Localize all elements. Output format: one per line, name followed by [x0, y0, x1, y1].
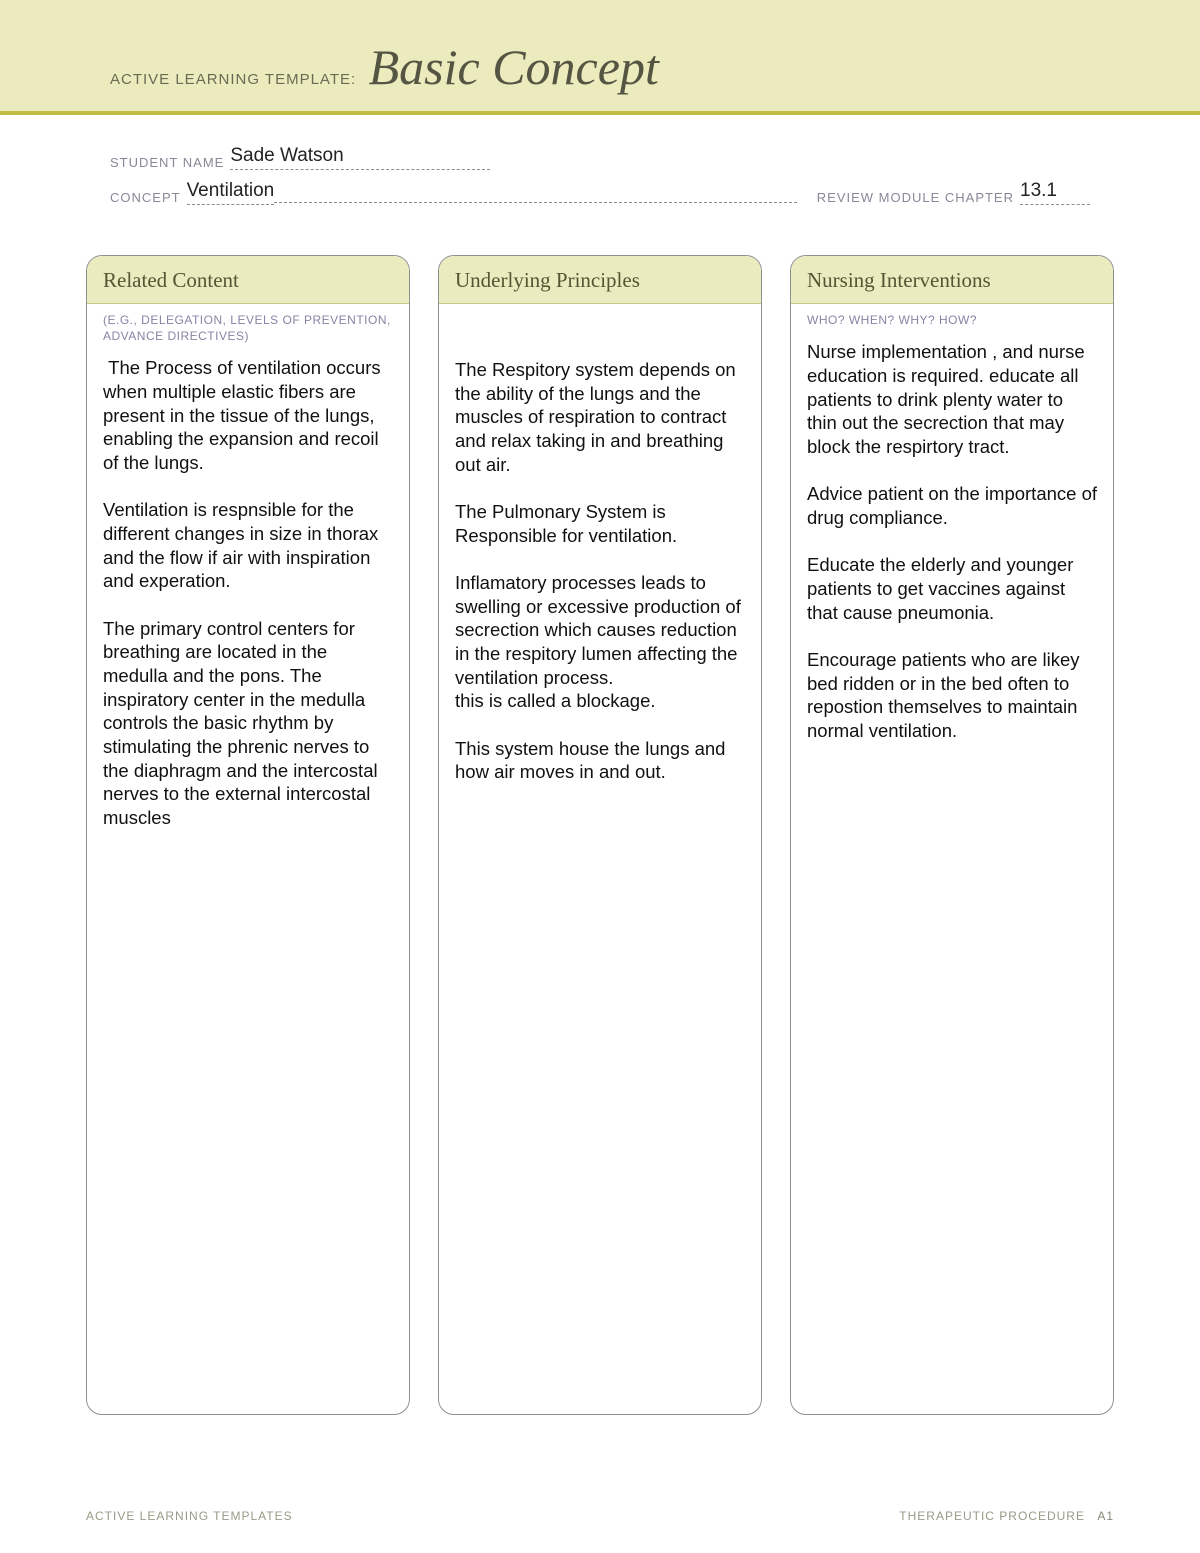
chapter-label: REVIEW MODULE CHAPTER [817, 190, 1014, 205]
student-name-label: STUDENT NAME [110, 155, 224, 170]
nursing-interventions-subtitle: WHO? WHEN? WHY? HOW? [791, 304, 1113, 332]
footer-page: A1 [1097, 1509, 1114, 1523]
banner: ACTIVE LEARNING TEMPLATE: Basic Concept [0, 0, 1200, 115]
underlying-principles-card: Underlying Principles The Respitory syst… [438, 255, 762, 1415]
meta-block: STUDENT NAME Sade Watson CONCEPT Ventila… [0, 115, 1200, 225]
banner-title: Basic Concept [369, 38, 659, 96]
underlying-principles-subtitle [439, 304, 761, 350]
nursing-interventions-card: Nursing Interventions WHO? WHEN? WHY? HO… [790, 255, 1114, 1415]
student-row: STUDENT NAME Sade Watson [110, 145, 1090, 170]
columns: Related Content (E.G., DELEGATION, LEVEL… [0, 225, 1200, 1415]
underlying-principles-body: The Respitory system depends on the abil… [439, 350, 761, 800]
footer: ACTIVE LEARNING TEMPLATES THERAPEUTIC PR… [0, 1509, 1200, 1523]
footer-left: ACTIVE LEARNING TEMPLATES [86, 1509, 293, 1523]
footer-right-text: THERAPEUTIC PROCEDURE [899, 1509, 1085, 1523]
underlying-principles-title: Underlying Principles [439, 256, 761, 304]
student-name-value: Sade Watson [230, 145, 490, 170]
related-content-subtitle: (E.G., DELEGATION, LEVELS OF PREVENTION,… [87, 304, 409, 348]
nursing-interventions-title: Nursing Interventions [791, 256, 1113, 304]
chapter-value: 13.1 [1020, 180, 1090, 205]
related-content-body: The Process of ventilation occurs when m… [87, 348, 409, 845]
page: ACTIVE LEARNING TEMPLATE: Basic Concept … [0, 0, 1200, 1553]
footer-right: THERAPEUTIC PROCEDURE A1 [899, 1509, 1114, 1523]
related-content-card: Related Content (E.G., DELEGATION, LEVEL… [86, 255, 410, 1415]
concept-row: CONCEPT Ventilation REVIEW MODULE CHAPTE… [110, 180, 1090, 205]
concept-line [274, 202, 797, 203]
concept-value: Ventilation [187, 180, 275, 205]
banner-label: ACTIVE LEARNING TEMPLATE: [110, 71, 356, 88]
concept-label: CONCEPT [110, 190, 181, 205]
nursing-interventions-body: Nurse implementation , and nurse educati… [791, 332, 1113, 758]
related-content-title: Related Content [87, 256, 409, 304]
